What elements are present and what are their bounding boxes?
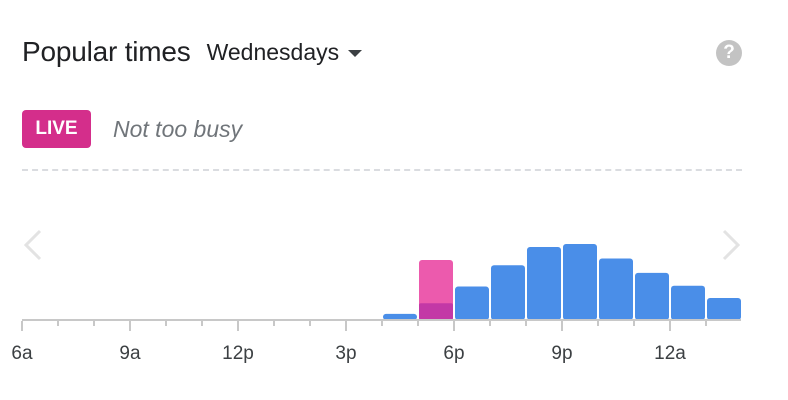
tick-label-12p: 12p [222,343,254,364]
bar-6p [455,287,489,320]
chart-bars [383,244,741,320]
chevron-left-icon[interactable] [22,228,44,262]
tick-label-9p: 9p [551,343,572,364]
bar-1a [707,298,741,320]
chevron-right-icon[interactable] [720,228,742,262]
tick-label-12a: 12a [654,343,686,364]
tick-label-6p: 6p [443,343,464,364]
tick-label-9a: 9a [119,343,141,364]
bar-12a [671,286,705,320]
bar-9p [563,244,597,320]
bar-7p [491,265,525,320]
tick-label-3p: 3p [335,343,356,364]
tick-label-6a: 6a [11,343,33,364]
chart-tick-labels: 6a 9a 12p 3p 6p 9p 12a [11,343,686,364]
bar-8p [527,247,561,320]
bar-5p [419,303,453,320]
chart-ticks [22,321,706,331]
bar-11p [635,273,669,320]
bar-10p [599,258,633,320]
